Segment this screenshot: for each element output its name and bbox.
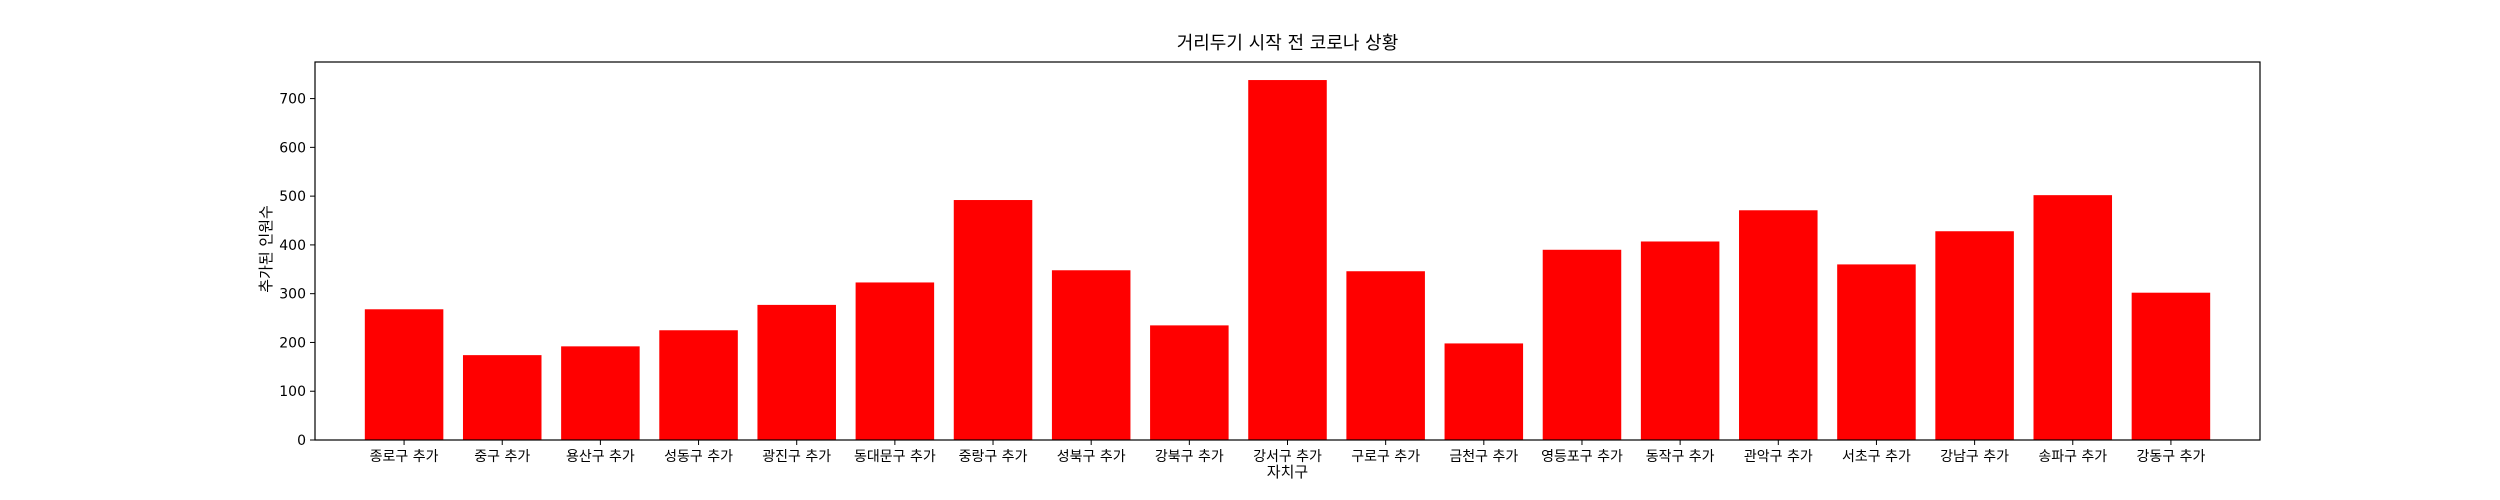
x-tick-label: 구로구 추가: [1351, 449, 1420, 465]
x-tick-label: 중구 추가: [474, 449, 530, 465]
bar: [364, 309, 444, 440]
bar: [1542, 249, 1622, 440]
chart-title: 거리두기 시작 전 코로나 상황: [1177, 33, 1399, 54]
y-tick-label: 400: [279, 238, 306, 254]
x-tick-label: 종로구 추가: [370, 449, 439, 465]
bar: [855, 282, 935, 440]
x-tick-label: 광진구 추가: [762, 449, 831, 465]
x-tick-label: 성북구 추가: [1057, 449, 1126, 465]
x-axis: 종로구 추가 중구 추가 용산구 추가 성동구 추가 광진구 추가 동대문구 추가 중랑구 …: [370, 440, 2205, 465]
bars-group: [364, 80, 2211, 441]
x-tick-label: 송파구 추가: [2038, 449, 2107, 465]
y-tick-label: 600: [279, 140, 306, 156]
x-tick-label: 관악구 추가: [1744, 449, 1813, 465]
x-tick-label: 서초구 추가: [1842, 449, 1911, 465]
bar: [757, 304, 836, 440]
x-tick-label: 강동구 추가: [2136, 449, 2205, 465]
bar: [1150, 325, 1229, 440]
bar: [2033, 195, 2113, 440]
bar: [659, 330, 738, 440]
bar: [1739, 210, 1818, 440]
x-tick-label: 금천구 추가: [1449, 449, 1518, 465]
bar: [953, 200, 1033, 440]
bar: [1640, 241, 1720, 440]
bar: [462, 355, 542, 440]
bar: [1248, 80, 1327, 441]
bar: [1051, 270, 1131, 440]
bar: [561, 346, 640, 440]
bar: [1346, 271, 1425, 440]
x-tick-label: 강서구 추가: [1253, 449, 1322, 465]
x-tick-label: 영등포구 추가: [1541, 449, 1623, 465]
x-tick-label: 동대문구 추가: [854, 449, 936, 465]
y-tick-label: 700: [279, 92, 306, 108]
bar: [2131, 292, 2211, 440]
y-tick-label: 0: [297, 433, 306, 449]
x-tick-label: 강남구 추가: [1940, 449, 2009, 465]
x-tick-label: 성동구 추가: [664, 449, 733, 465]
x-tick-label: 강북구 추가: [1155, 449, 1224, 465]
bar: [1935, 231, 2014, 440]
y-tick-label: 500: [279, 189, 306, 205]
x-tick-label: 용산구 추가: [566, 449, 635, 465]
y-axis-title: 추가된 인원수: [257, 205, 275, 293]
y-tick-label: 100: [279, 384, 306, 400]
bar: [1837, 264, 1916, 440]
bar: [1444, 343, 1524, 440]
y-tick-label: 300: [279, 287, 306, 303]
x-tick-label: 중랑구 추가: [959, 449, 1028, 465]
x-tick-label: 동작구 추가: [1646, 449, 1715, 465]
x-axis-title: 자치구: [1267, 463, 1308, 481]
y-axis: 0 100 200 300 400 500 600 700: [279, 92, 315, 449]
y-tick-label: 200: [279, 335, 306, 351]
plot-frame: [314, 61, 2261, 441]
